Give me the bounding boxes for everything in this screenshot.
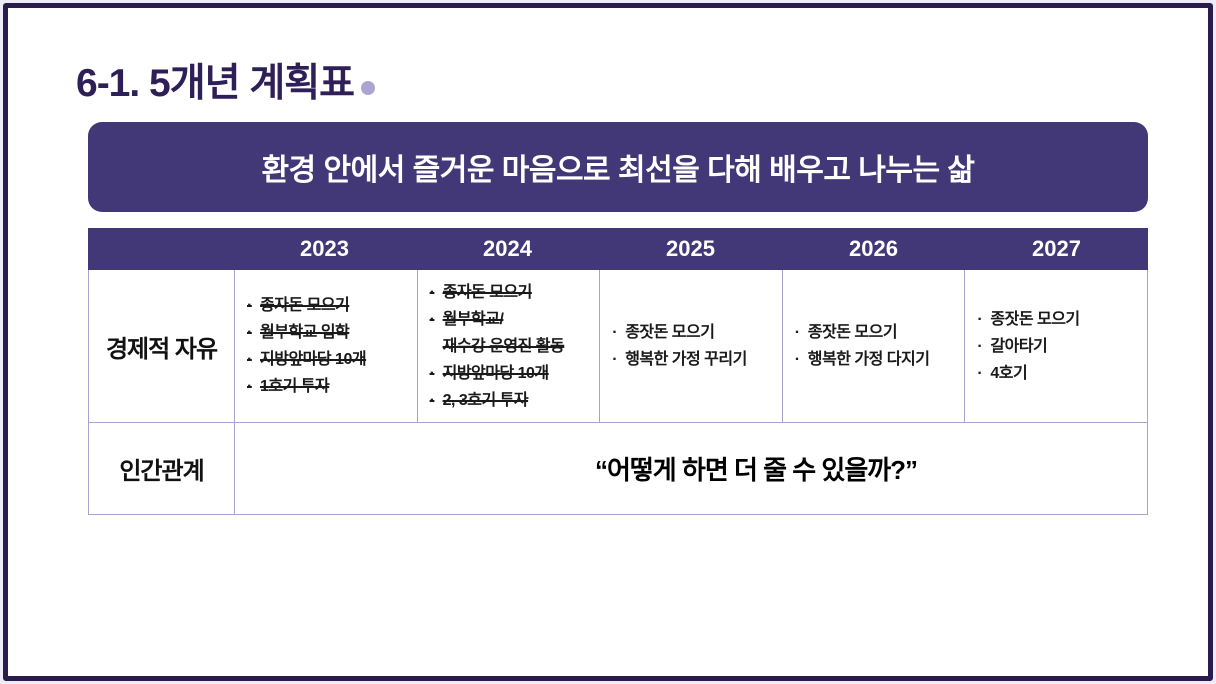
plan-item-text: 행복한 가정 다지기 [807, 351, 930, 368]
bullet-dot: · [429, 283, 435, 301]
plan-item-text: 2, 3호기 투자 [442, 391, 529, 409]
row-label-relationships: 인간관계 [119, 458, 204, 485]
plan-item-text: 갈아타기 [990, 337, 1048, 355]
plan-item: · 행복한 가정 꾸리기 [612, 346, 776, 373]
plan-cell-2027: · 종잣돈 모으기 · 갈아타기 · 4호기 [964, 270, 1147, 422]
title-accent-dot-icon [360, 81, 375, 95]
plan-item: · 종잣돈 모으기 [795, 319, 959, 346]
plan-cell-2023: · 종자돈 모으기 · 월부학교 입학 · 지방앞마당 10개 · 1호기 투자 [234, 270, 417, 422]
bullet-dot: · [247, 378, 252, 395]
bullet-dot: · [247, 324, 252, 341]
plan-cell-2026: · 종잣돈 모으기 · 행복한 가정 다지기 [781, 270, 965, 422]
plan-item-text: 종잣돈 모으기 [990, 310, 1080, 328]
page-title: 6-1. 5개년 계획표 [76, 62, 355, 105]
bullet-dot: · [794, 351, 800, 368]
plan-item: · 월부학교 입학 [247, 319, 411, 346]
title-block: 6-1. 5개년 계획표 [76, 52, 375, 108]
relationship-quote: “어떻게 하면 더 줄 수 있을까?” [594, 455, 918, 485]
plan-item-text: 종잣돈 모으기 [625, 324, 715, 341]
plan-cell-2024: · 종자돈 모으기 · 월부학교/ 재수강 운영진 활동 · 지방앞마당 10개 [416, 270, 600, 422]
plan-item: · 종자돈 모으기 [247, 292, 411, 319]
table-body: 경제적 자유 · 종자돈 모으기 · 월부학교 입학 · 지방앞마당 10개 [88, 270, 1148, 515]
year-header-2025: 2025 [666, 236, 715, 261]
plan-item-text: 종자돈 모으기 [260, 297, 350, 314]
relationship-quote-cell: “어떻게 하면 더 줄 수 있을까?” [234, 423, 1147, 514]
five-year-plan-table: 2023 2024 2025 2026 2027 경제적 자유 · 종자돈 모으… [88, 228, 1148, 515]
plan-item-text: 4호기 [990, 364, 1028, 382]
year-header-2027: 2027 [1032, 236, 1081, 261]
plan-item-text: 재수강 운영진 활동 [442, 337, 565, 355]
bullet-dot: · [794, 324, 800, 341]
plan-item: · 종자돈 모으기 [430, 279, 594, 306]
bullet-dot: · [247, 351, 252, 368]
vision-banner-text: 환경 안에서 즐거운 마음으로 최선을 다해 배우고 나누는 삶 [261, 154, 975, 187]
bullet-dot: · [429, 310, 435, 328]
plan-cell-2025: · 종잣돈 모으기 · 행복한 가정 꾸리기 [599, 270, 782, 422]
bullet-dot [430, 333, 443, 360]
plan-item: · 4호기 [977, 360, 1141, 387]
plan-item: · 월부학교/ [430, 306, 594, 333]
plan-item: · 1호기 투자 [247, 373, 411, 400]
year-header-2023: 2023 [300, 236, 349, 261]
plan-item-text: 1호기 투자 [260, 378, 330, 395]
bullet-dot: · [977, 364, 983, 382]
plan-item-text: 월부학교 입학 [260, 324, 350, 341]
vision-banner: 환경 안에서 즐거운 마음으로 최선을 다해 배우고 나누는 삶 [88, 122, 1148, 212]
table-row-economic-freedom: 경제적 자유 · 종자돈 모으기 · 월부학교 입학 · 지방앞마당 10개 [89, 270, 1147, 423]
table-header-row: 2023 2024 2025 2026 2027 [88, 228, 1148, 270]
plan-item: · 지방앞마당 10개 [430, 360, 594, 387]
plan-item: · 종잣돈 모으기 [612, 319, 776, 346]
bullet-dot: · [612, 324, 618, 341]
plan-item: 재수강 운영진 활동 [430, 333, 594, 360]
year-header-2024: 2024 [483, 236, 532, 261]
plan-item-text: 종자돈 모으기 [442, 283, 533, 301]
row-label-economic-freedom: 경제적 자유 [105, 335, 218, 363]
bullet-dot: · [977, 337, 983, 355]
corner-header-cell [88, 228, 233, 270]
plan-item-text: 월부학교/ [442, 310, 504, 328]
plan-item-text: 지방앞마당 10개 [260, 351, 367, 368]
bullet-dot: · [429, 364, 435, 382]
bullet-dot: · [612, 351, 618, 368]
plan-item-text: 지방앞마당 10개 [442, 364, 550, 382]
bullet-dot: · [247, 297, 252, 314]
plan-item: · 행복한 가정 다지기 [795, 346, 959, 373]
slide-frame: 6-1. 5개년 계획표 환경 안에서 즐거운 마음으로 최선을 다해 배우고 … [3, 3, 1213, 681]
bullet-dot: · [977, 310, 983, 328]
plan-item-text: 종잣돈 모으기 [807, 324, 898, 341]
plan-item: · 지방앞마당 10개 [247, 346, 411, 373]
bullet-dot: · [429, 391, 435, 409]
year-header-2026: 2026 [849, 236, 898, 261]
plan-item-text: 행복한 가정 꾸리기 [625, 351, 747, 368]
plan-item: · 2, 3호기 투자 [430, 387, 594, 414]
plan-item: · 갈아타기 [977, 333, 1141, 360]
plan-item: · 종잣돈 모으기 [977, 306, 1141, 333]
table-row-relationships: 인간관계 “어떻게 하면 더 줄 수 있을까?” [89, 423, 1147, 514]
